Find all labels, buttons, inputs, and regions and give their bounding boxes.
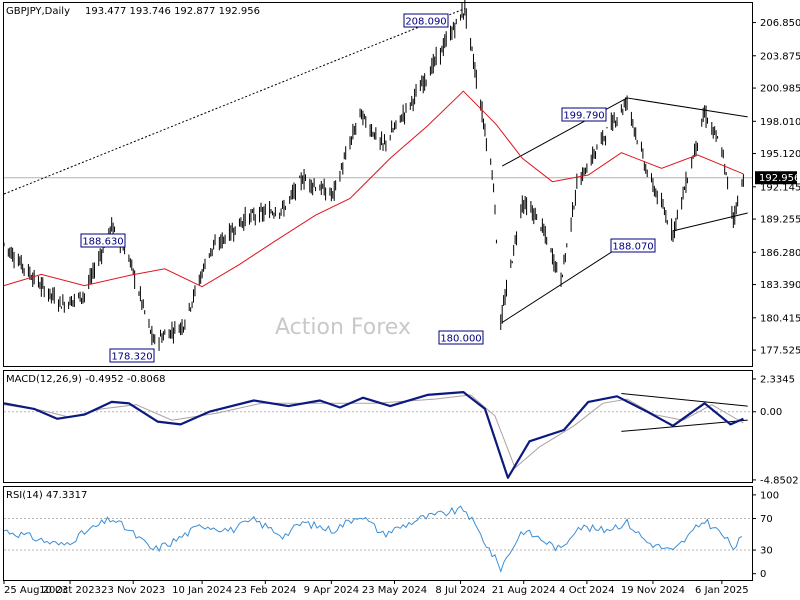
watermark: Action Forex xyxy=(275,315,411,340)
annotation-label: 180.000 xyxy=(440,334,481,345)
rsi-tick-label: 100 xyxy=(760,490,779,501)
grid-lines xyxy=(4,177,752,551)
x-tick-label: 23 Nov 2023 xyxy=(101,585,165,596)
annotation-box xyxy=(403,13,449,28)
moving-average-line xyxy=(3,90,744,288)
annotation-label: 178.320 xyxy=(111,352,152,363)
macd-main-line xyxy=(3,391,744,479)
macd-signal-line xyxy=(3,394,744,469)
moving-average xyxy=(3,90,744,288)
ohlc-values: 193.477 193.746 192.877 192.956 xyxy=(85,6,260,17)
annotation-label: 188.630 xyxy=(82,237,123,248)
annotation-box xyxy=(438,330,484,345)
macd-tick-label: 2.3345 xyxy=(760,374,795,385)
price-tick-label: 189.255 xyxy=(760,215,800,226)
x-tick-label: 23 May 2024 xyxy=(362,585,427,596)
rsi-title: RSI(14) 47.3317 xyxy=(6,490,87,501)
price-tick-label: 200.985 xyxy=(760,84,800,95)
macd-tick-label: -4.8502 xyxy=(760,475,799,486)
macd-tick-label: 0.00 xyxy=(760,407,782,418)
annotation-label: 188.070 xyxy=(612,242,653,253)
rsi-line-path xyxy=(3,505,743,574)
price-tick-label: 203.875 xyxy=(760,51,800,62)
price-tick-label: 177.525 xyxy=(760,346,800,357)
price-tick-label: 206.850 xyxy=(760,18,800,29)
price-tick-label: 192.145 xyxy=(760,182,800,193)
x-tick-label: 6 Jan 2025 xyxy=(695,585,749,596)
rsi-tick-label: 0 xyxy=(760,569,766,580)
annotation-box xyxy=(610,238,656,253)
price-bars xyxy=(3,0,744,351)
symbol-label: GBPJPY,Daily xyxy=(6,6,70,17)
price-annotations: 208.090 199.790 188.630 188.070 178.320 180.0… xyxy=(80,13,656,363)
macd-panel-frame xyxy=(3,370,753,483)
x-tick-label: 10 Oct 2023 xyxy=(39,585,101,596)
rsi-tick-label: 30 xyxy=(760,546,773,557)
annotation-label: 208.090 xyxy=(405,17,446,28)
x-tick-label: 21 Aug 2024 xyxy=(492,585,556,596)
macd-lines xyxy=(3,391,744,479)
annotation-box xyxy=(80,233,126,248)
price-tick-label: 195.120 xyxy=(760,149,800,160)
y-axis-labels: 206.850 203.875 200.985 198.010 195.120 192.1… xyxy=(752,18,800,580)
current-price-box xyxy=(755,171,797,185)
channel-lower-trendline xyxy=(501,241,628,323)
dotted-resistance-trendline xyxy=(3,8,466,195)
x-tick-label: 8 Jul 2024 xyxy=(435,585,485,596)
x-tick-label: 10 Jan 2024 xyxy=(172,585,232,596)
annotation-box xyxy=(561,107,607,122)
x-tick-label: 4 Oct 2024 xyxy=(559,585,614,596)
annotation-box xyxy=(109,348,155,363)
price-tick-label: 183.390 xyxy=(760,280,800,291)
x-tick-label: 23 Feb 2024 xyxy=(234,585,296,596)
triangle-upper-trendline xyxy=(627,97,748,118)
x-tick-label: 19 Nov 2024 xyxy=(621,585,685,596)
rsi-line xyxy=(3,505,743,574)
macd-upper-trendline xyxy=(621,392,748,407)
price-tick-label: 180.415 xyxy=(760,313,800,324)
rsi-panel-frame xyxy=(3,486,753,581)
macd-title: MACD(12,26,9) -0.4952 -0.8068 xyxy=(6,374,166,385)
price-tick-label: 186.280 xyxy=(760,248,800,259)
current-price-label: 192.956 xyxy=(759,173,800,184)
annotation-label: 199.790 xyxy=(563,111,604,122)
x-tick-label: 25 Aug 2023 xyxy=(4,585,68,596)
x-tick-label: 9 Apr 2024 xyxy=(304,585,359,596)
price-panel-frame xyxy=(3,2,753,367)
price-tick-label: 198.010 xyxy=(760,117,800,128)
rsi-tick-label: 70 xyxy=(760,514,773,525)
